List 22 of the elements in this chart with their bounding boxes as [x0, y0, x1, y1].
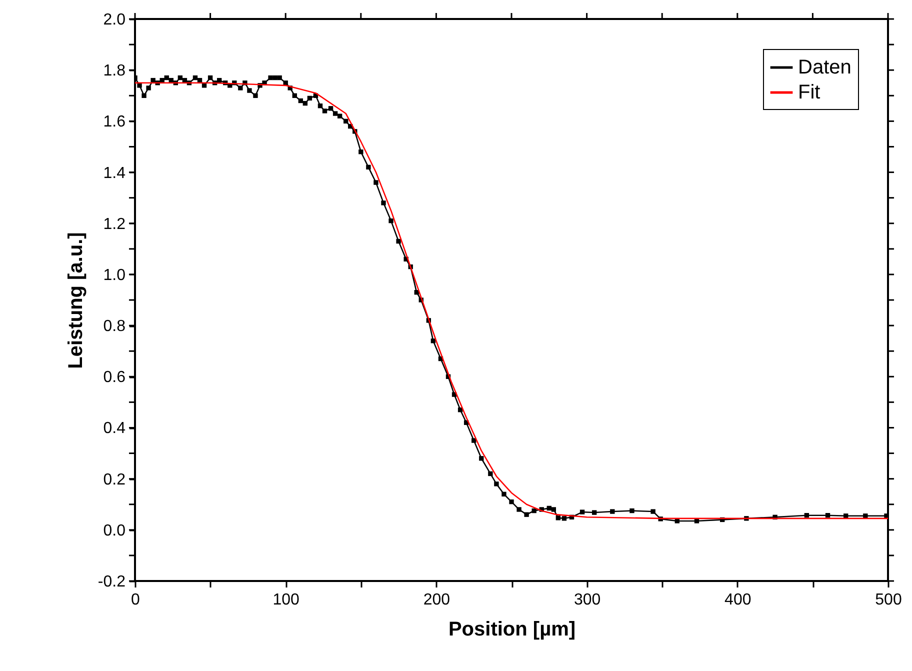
y-tick-label: 1.4 [103, 164, 126, 182]
x-tick-label: 200 [423, 592, 450, 608]
y-tick-label: 1.0 [103, 266, 126, 284]
x-tick-label: 400 [724, 592, 752, 608]
legend-label: Daten [798, 56, 852, 78]
y-tick-label: 2.0 [103, 12, 126, 28]
y-tick-label: 0.6 [103, 369, 126, 386]
y-tick-label: 0.4 [103, 420, 126, 438]
y-tick-label: 0.2 [103, 471, 126, 488]
y-tick-label: 0.8 [103, 318, 126, 336]
y-tick-label: 1.8 [103, 62, 126, 80]
x-tick-label: 0 [131, 592, 140, 608]
x-tick-label: 500 [875, 592, 902, 608]
y-axis-title: Leistung [a.u.] [64, 232, 87, 369]
y-tick-label: 1.2 [103, 216, 126, 233]
x-tick-label: 100 [272, 592, 300, 608]
x-tick-label: 300 [574, 592, 601, 608]
y-tick-label: -0.2 [98, 574, 126, 590]
y-tick-label: 1.6 [103, 114, 126, 131]
legend-label: Fit [798, 82, 821, 104]
x-axis-title: Position [µm] [448, 618, 576, 640]
y-tick-label: 0.0 [103, 522, 126, 540]
